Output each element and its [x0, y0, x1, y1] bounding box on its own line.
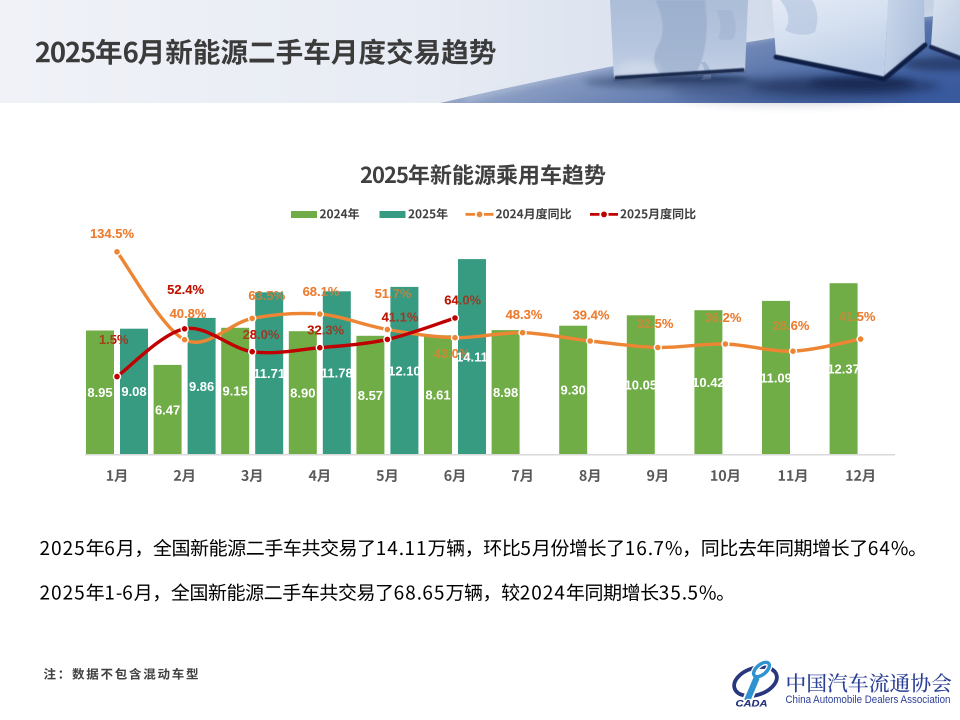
svg-text:8.95: 8.95	[87, 385, 112, 400]
svg-text:134.5%: 134.5%	[90, 226, 135, 241]
svg-text:51.7%: 51.7%	[375, 286, 412, 301]
svg-text:1.5%: 1.5%	[99, 332, 129, 347]
svg-text:12.10: 12.10	[388, 363, 421, 378]
svg-text:10.05: 10.05	[625, 378, 658, 393]
svg-text:8.98: 8.98	[493, 385, 518, 400]
svg-text:28.6%: 28.6%	[773, 318, 810, 333]
svg-text:32.5%: 32.5%	[637, 316, 674, 331]
svg-text:64.0%: 64.0%	[444, 292, 481, 307]
svg-text:10.42: 10.42	[692, 375, 725, 390]
svg-text:52.4%: 52.4%	[167, 282, 204, 297]
svg-text:11.78: 11.78	[321, 366, 353, 381]
svg-text:63.5%: 63.5%	[248, 288, 285, 303]
svg-text:CADA: CADA	[736, 699, 768, 709]
svg-text:40.8%: 40.8%	[170, 306, 207, 321]
svg-text:CADA: CADA	[736, 699, 768, 709]
svg-text:39.4%: 39.4%	[573, 307, 610, 322]
svg-text:8.90: 8.90	[290, 386, 315, 401]
svg-text:12.37: 12.37	[827, 361, 860, 376]
svg-text:41.5%: 41.5%	[839, 309, 876, 324]
svg-text:48.3%: 48.3%	[506, 307, 543, 322]
svg-text:40.8%: 40.8%	[170, 306, 207, 321]
svg-text:36.2%: 36.2%	[705, 310, 742, 325]
svg-text:134.5%: 134.5%	[90, 226, 135, 241]
svg-text:28.0%: 28.0%	[243, 327, 280, 342]
svg-text:China Automobile Dealers Assoc: China Automobile Dealers Association	[786, 694, 951, 706]
svg-text:8.61: 8.61	[425, 388, 450, 403]
svg-text:52.4%: 52.4%	[167, 282, 204, 297]
svg-text:9.86: 9.86	[189, 379, 214, 394]
svg-text:9.15: 9.15	[223, 384, 248, 399]
svg-text:14.11: 14.11	[456, 349, 488, 364]
svg-text:11.09: 11.09	[760, 370, 792, 385]
svg-text:9.08: 9.08	[121, 384, 146, 399]
svg-text:6.47: 6.47	[155, 402, 180, 417]
svg-text:43.0%: 43.0%	[434, 346, 471, 361]
svg-text:48.3%: 48.3%	[506, 307, 543, 322]
svg-text:9.30: 9.30	[561, 383, 586, 398]
svg-text:41.1%: 41.1%	[382, 310, 419, 325]
svg-text:32.3%: 32.3%	[307, 323, 344, 338]
svg-text:68.1%: 68.1%	[303, 284, 340, 299]
svg-text:11.71: 11.71	[253, 366, 285, 381]
svg-text:8.57: 8.57	[358, 388, 383, 403]
svg-text:39.4%: 39.4%	[573, 307, 610, 322]
